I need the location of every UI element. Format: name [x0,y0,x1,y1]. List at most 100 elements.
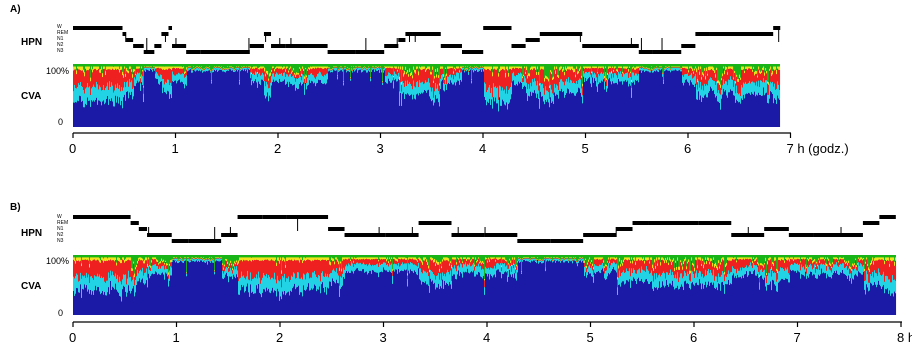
cva-column-segment [587,79,589,127]
cva-column-segment [416,66,418,70]
cva-column-segment [728,79,730,93]
cva-column-segment [336,259,338,269]
cva-column-segment [118,88,120,104]
cva-column-segment [160,74,162,82]
cva-column-segment [279,73,281,79]
cva-column-segment [777,66,779,69]
cva-column-segment [647,69,649,72]
cva-column-segment [268,260,270,275]
cva-column-segment [98,100,100,127]
cva-column-segment [545,268,547,269]
cva-column-segment [110,86,112,102]
cva-column-segment [703,76,705,91]
cva-column-segment [126,91,128,127]
cva-column-segment [692,70,694,79]
cva-column-segment [371,71,373,127]
cva-column-segment [297,272,299,287]
cva-column-segment [446,89,448,127]
cva-column-segment [740,103,742,127]
cva-column-segment [660,67,662,71]
cva-column-segment [330,72,332,127]
cva-column-segment [84,257,86,260]
cva-column-segment [502,87,504,100]
cva-column-segment [197,67,199,68]
cva-column-segment [535,93,537,127]
cva-column-segment [440,78,442,89]
cva-column-segment [140,76,142,79]
x-tick-label: 3 [377,141,384,156]
cva-column-segment [489,259,491,262]
cva-column-segment [606,78,608,81]
cva-column-segment [484,294,486,315]
cva-column-segment [123,97,125,127]
cva-column-segment [244,277,246,293]
cva-column-segment [536,74,538,86]
cva-column-segment [379,69,381,71]
cva-column-segment [465,66,467,68]
cva-column-segment [95,257,97,261]
cva-column-segment [214,67,216,70]
cva-column-segment [330,69,332,71]
cva-column-segment [324,259,326,277]
cva-column-segment [241,67,243,71]
cva-column-segment [495,97,497,127]
cva-column-segment [343,276,345,315]
cva-column-segment [737,81,739,93]
cva-column-segment [248,69,250,127]
cva-column-segment [276,68,278,73]
cva-column-segment [563,82,565,92]
cva-column-segment [666,66,668,68]
cva-column-segment [140,83,142,91]
cva-column-segment [468,272,470,315]
cva-column-segment [305,67,307,70]
cva-column-segment [394,80,396,127]
cva-column-segment [433,97,435,106]
cva-column-segment [672,67,674,71]
cva-column-segment [176,261,178,315]
cva-column-segment [128,285,130,315]
cva-column-segment [324,257,326,260]
cva-column-segment [720,87,722,95]
cva-column-segment [629,67,631,74]
cva-column-segment [220,257,222,258]
cva-column-segment [566,70,568,79]
cva-column-segment [639,67,641,71]
cva-column-segment [259,260,261,278]
cva-column-segment [348,263,350,272]
cva-column-segment [273,257,275,261]
cva-column-segment [231,66,233,68]
cva-column-segment [594,72,596,79]
cva-column-segment [380,69,382,127]
cva-column-segment [99,85,101,101]
cva-column-segment [149,266,151,270]
cva-column-segment [308,67,310,69]
cva-column-segment [595,80,597,127]
cva-column-segment [407,286,409,315]
cva-column-segment [411,259,413,264]
cva-column-segment [405,66,407,70]
cva-column-segment [115,257,117,261]
cva-column-segment [563,262,565,315]
cva-column-segment [518,257,520,258]
cva-column-segment [256,66,258,68]
cva-column-segment [310,66,312,69]
cva-column-segment [589,71,591,77]
cva-column-segment [119,85,121,98]
cva-column-segment [228,68,230,70]
cva-column-segment [77,66,79,69]
cva-column-segment [178,260,180,261]
cva-column-segment [736,99,738,127]
cva-column-segment [399,76,401,80]
cva-column-segment [345,67,347,68]
cva-column-segment [407,70,409,73]
cva-column-segment [89,267,91,283]
cva-column-segment [471,79,473,81]
cva-column-segment [523,74,525,77]
cva-column-segment [459,72,461,79]
cva-column-segment [647,67,649,69]
cva-column-segment [274,272,276,291]
cva-column-segment [148,66,150,68]
cva-column-segment [376,272,378,315]
cva-column-segment [362,68,364,69]
cva-column-segment [292,257,294,261]
